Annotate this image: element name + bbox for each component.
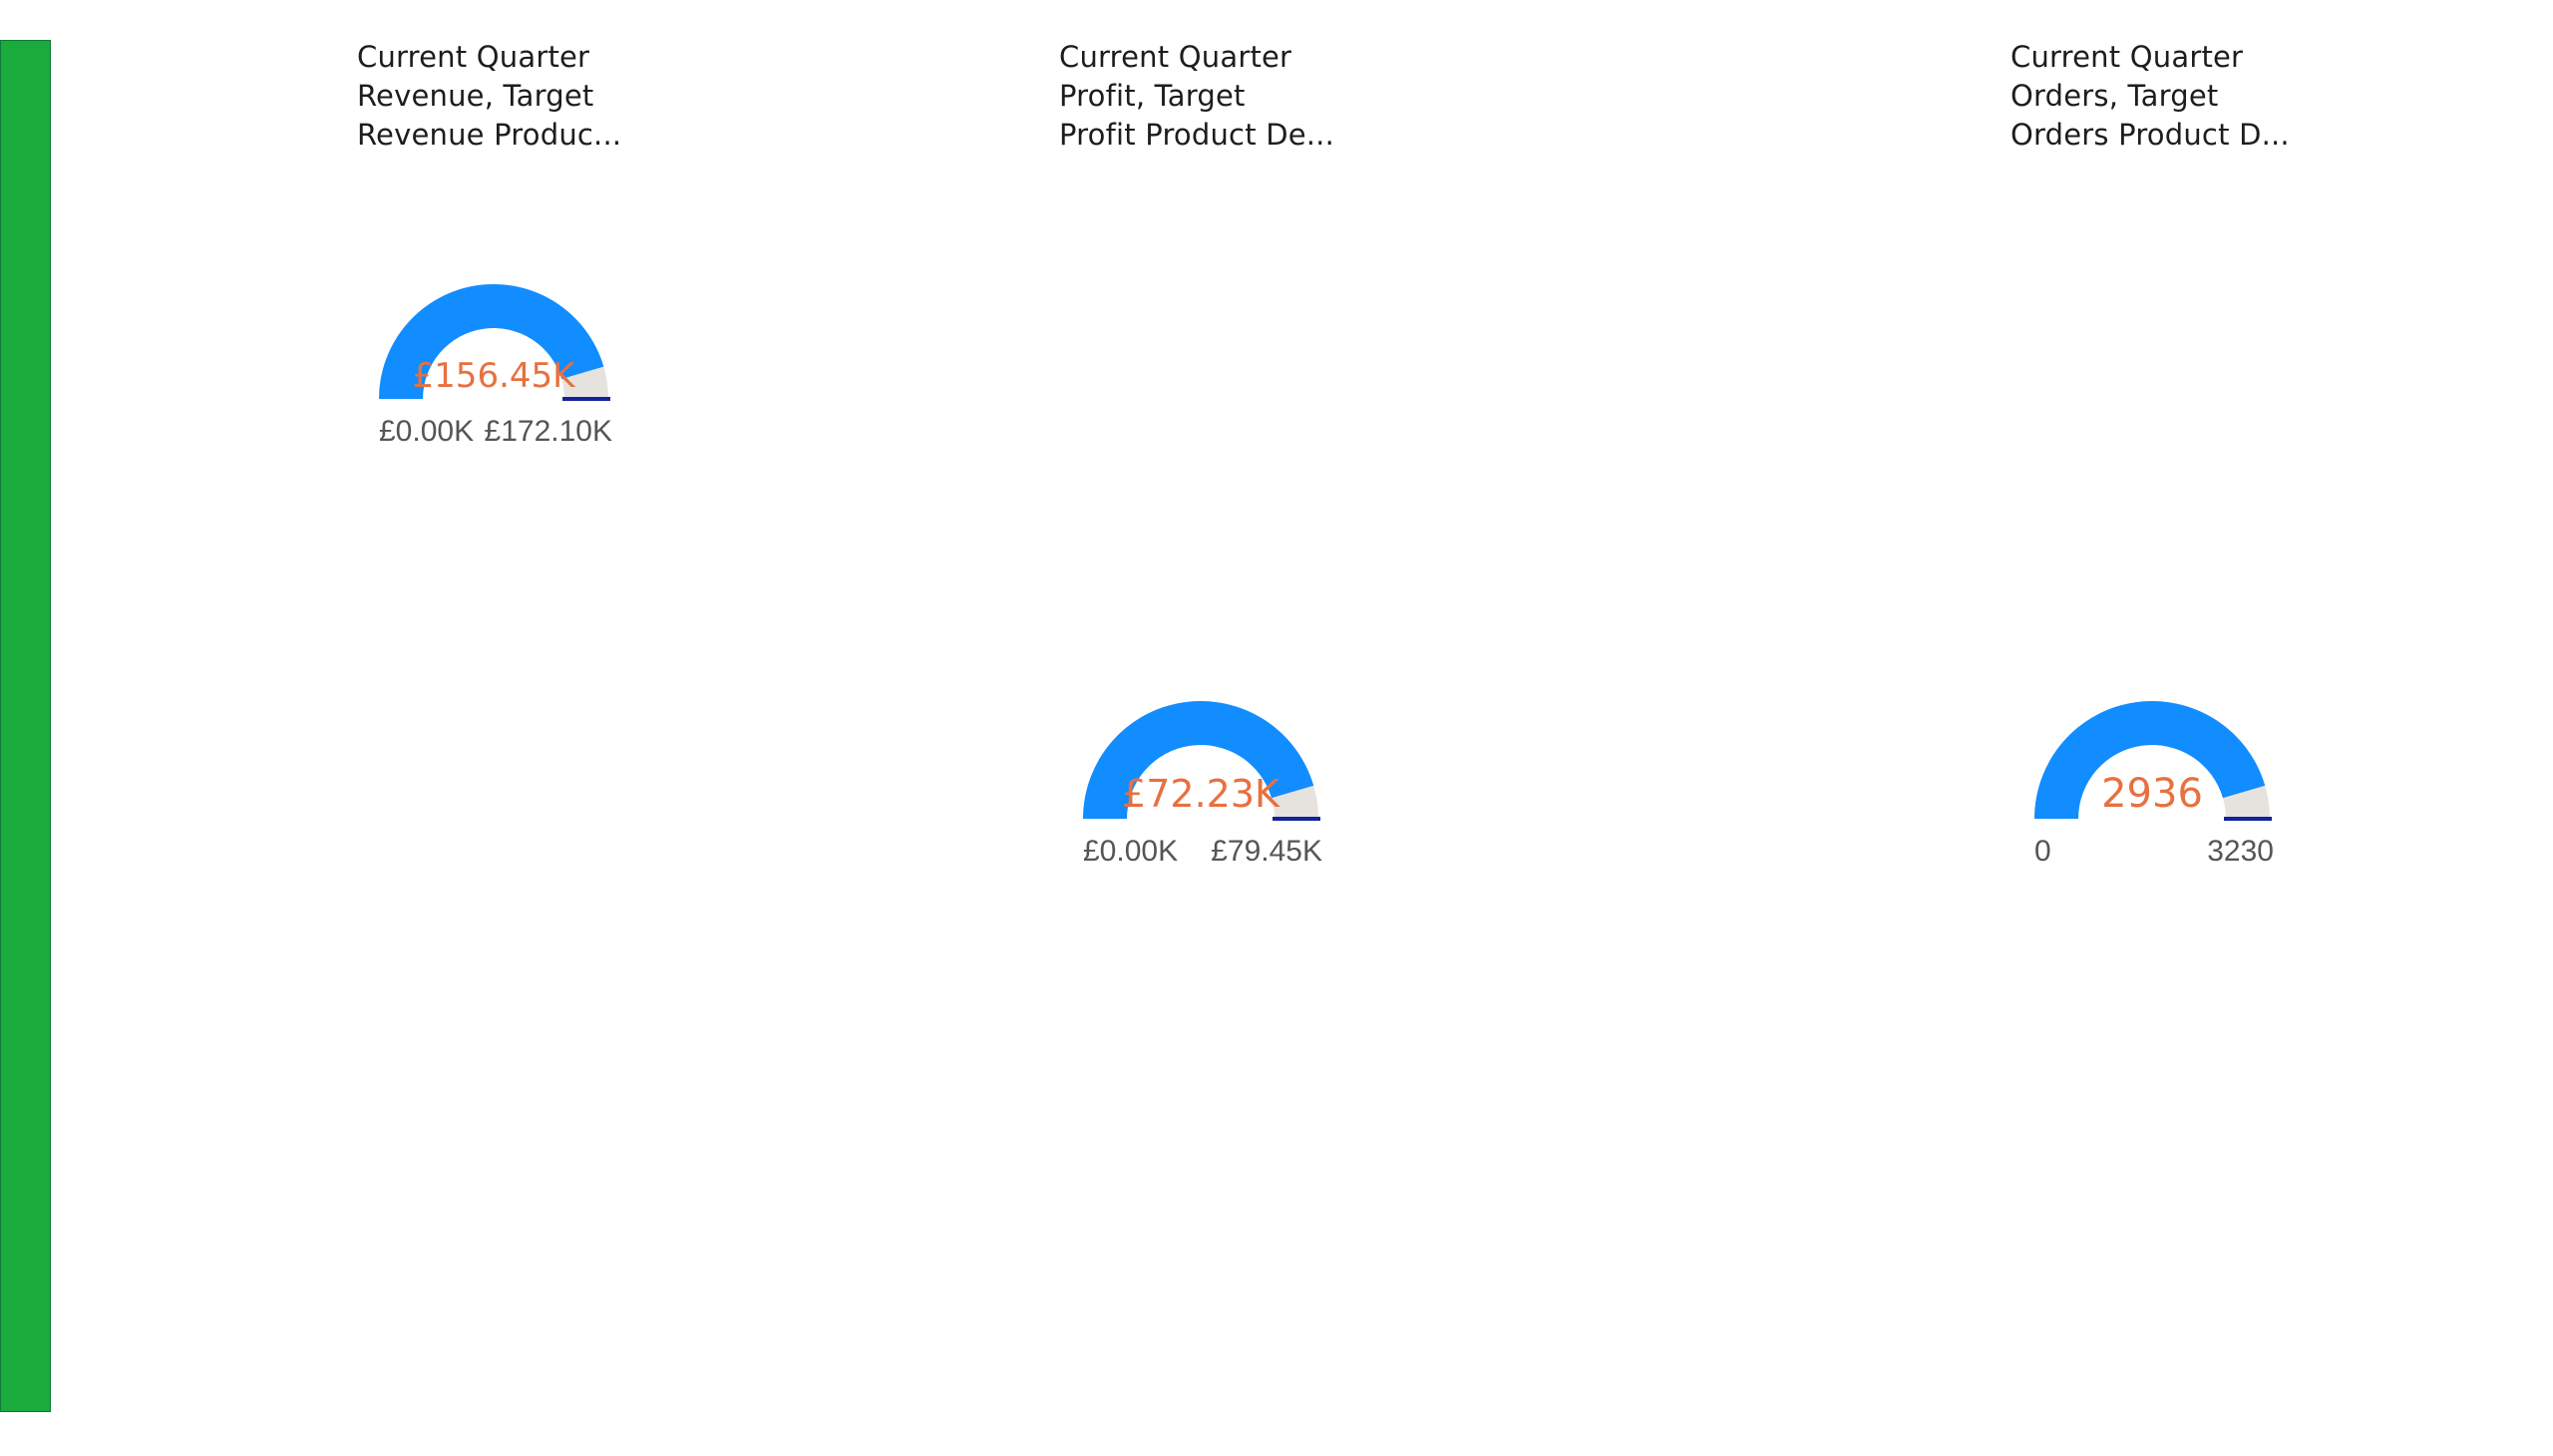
title-line: Revenue, Target — [357, 79, 594, 113]
revenue-gauge-title: Current Quarter Revenue, Target Revenue … — [357, 38, 776, 155]
title-line: Revenue Produc... — [357, 118, 622, 152]
title-line: Current Quarter — [2010, 40, 2244, 74]
gauge-fill — [1083, 701, 1314, 819]
revenue-gauge[interactable]: £156.45K £0.00K £172.10K — [339, 239, 658, 459]
orders-gauge-title: Current Quarter Orders, Target Orders Pr… — [2010, 38, 2429, 155]
gauge-value-label: £156.45K — [413, 356, 577, 396]
gauge-max-label: £172.10K — [485, 415, 612, 448]
gauge-value-label: 2936 — [2101, 771, 2203, 817]
title-line: Profit Product De... — [1059, 118, 1335, 152]
side-accent-bar — [0, 40, 51, 1412]
gauge-min-label: £0.00K — [1083, 835, 1178, 868]
gauge-min-label: £0.00K — [379, 415, 474, 448]
profit-gauge[interactable]: £72.23K £0.00K £79.45K — [1037, 658, 1366, 888]
gauge-max-label: £79.45K — [1211, 835, 1322, 868]
gauge-value-label: £72.23K — [1122, 772, 1280, 816]
gauge-max-label: 3230 — [2207, 835, 2274, 868]
gauge-min-label: 0 — [2034, 835, 2051, 868]
orders-gauge[interactable]: 2936 0 3230 — [1989, 658, 2318, 888]
title-line: Orders, Target — [2010, 79, 2219, 113]
title-line: Current Quarter — [1059, 40, 1292, 74]
title-line: Current Quarter — [357, 40, 590, 74]
profit-gauge-title: Current Quarter Profit, Target Profit Pr… — [1059, 38, 1478, 155]
title-line: Profit, Target — [1059, 79, 1246, 113]
gauge-fill — [379, 283, 604, 399]
title-line: Orders Product D... — [2010, 118, 2290, 152]
gauge-fill — [2034, 700, 2266, 819]
